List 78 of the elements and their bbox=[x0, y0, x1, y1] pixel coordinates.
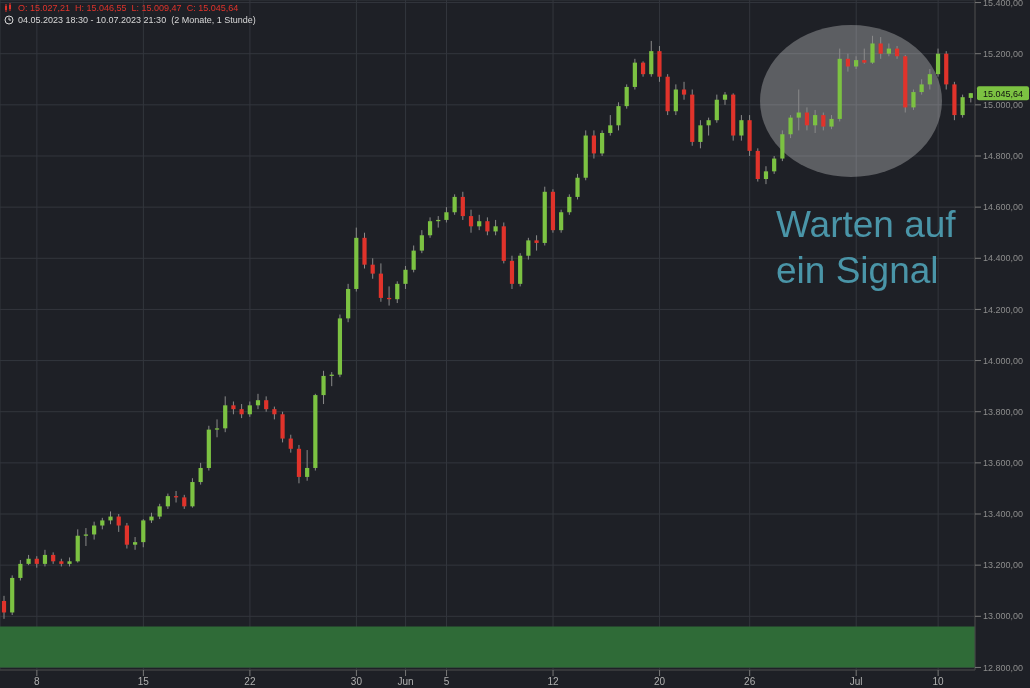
chart-title: O: 15.027,21 H: 15.046,55 L: 15.009,47 C: 15.045,64 bbox=[18, 3, 239, 13]
y-tick-label: 14.000,00 bbox=[983, 355, 1024, 366]
candlestick bbox=[591, 129, 597, 160]
y-tick-label: 14.800,00 bbox=[983, 151, 1024, 162]
candlestick bbox=[722, 91, 728, 106]
candlestick bbox=[649, 40, 654, 78]
candlestick bbox=[452, 193, 457, 216]
candlestick bbox=[673, 83, 678, 116]
candlestick bbox=[796, 89, 801, 131]
candlestick bbox=[395, 280, 400, 304]
y-tick-label: 15.200,00 bbox=[983, 48, 1024, 59]
candlestick bbox=[370, 257, 375, 280]
candlestick bbox=[509, 255, 515, 290]
x-tick-label: 26 bbox=[744, 676, 756, 688]
x-tick-label: 20 bbox=[654, 676, 666, 688]
candlestick bbox=[763, 165, 769, 185]
candlestick bbox=[788, 114, 793, 139]
candlestick bbox=[141, 518, 146, 548]
y-tick-label: 13.800,00 bbox=[983, 406, 1024, 417]
candlestick bbox=[132, 536, 138, 551]
y-tick-label: 15.000,00 bbox=[983, 100, 1024, 111]
candlestick bbox=[886, 42, 891, 57]
x-tick-label: 10 bbox=[932, 676, 945, 688]
candlestick bbox=[616, 101, 621, 131]
candlestick bbox=[198, 462, 203, 486]
candlestick bbox=[1, 595, 7, 620]
y-tick-label: 14.600,00 bbox=[983, 202, 1024, 213]
candlestick bbox=[608, 114, 613, 137]
candlestick bbox=[83, 527, 89, 547]
candlestick bbox=[935, 48, 941, 78]
candlestick bbox=[739, 114, 744, 142]
x-tick-label: 30 bbox=[350, 676, 363, 688]
y-tick-label: 13.200,00 bbox=[983, 560, 1024, 571]
y-tick-label: 13.400,00 bbox=[983, 509, 1024, 520]
x-tick-label: 12 bbox=[547, 676, 560, 688]
candlestick bbox=[460, 191, 465, 221]
candlestick bbox=[813, 109, 818, 134]
candlestick bbox=[124, 522, 129, 550]
candlestick bbox=[960, 94, 965, 119]
candlestick bbox=[927, 68, 932, 90]
y-tick-label: 12.800,00 bbox=[983, 662, 1024, 673]
x-tick-label: 22 bbox=[244, 676, 256, 688]
x-tick-label: Jun bbox=[397, 676, 414, 688]
x-tick-label: Jul bbox=[849, 676, 863, 688]
candlestick bbox=[911, 89, 916, 111]
candlestick bbox=[403, 265, 408, 290]
text: 15.045,64 bbox=[982, 88, 1024, 99]
candlestick bbox=[321, 370, 326, 405]
candlestick bbox=[419, 229, 424, 254]
y-tick-label: 14.200,00 bbox=[983, 304, 1024, 315]
candlestick bbox=[255, 393, 261, 410]
y-tick-label: 13.600,00 bbox=[983, 458, 1024, 469]
candlestick bbox=[567, 193, 572, 216]
annotation: Warten auf ein Signal bbox=[776, 203, 957, 293]
x-tick-label: 8 bbox=[34, 676, 41, 688]
candlestick bbox=[526, 237, 531, 261]
candlestick bbox=[624, 83, 629, 110]
candlestick bbox=[681, 81, 687, 101]
candlestick bbox=[18, 559, 23, 581]
candlestick bbox=[575, 173, 580, 200]
candlestick bbox=[600, 129, 605, 157]
y-tick-label: 14.400,00 bbox=[983, 253, 1024, 264]
y-tick-label: 15.400,00 bbox=[983, 0, 1024, 8]
candlestick bbox=[411, 245, 416, 273]
candlestick bbox=[870, 35, 875, 65]
x-tick-label: 15 bbox=[137, 676, 150, 688]
candlestick bbox=[714, 94, 719, 124]
candlestick bbox=[305, 449, 310, 482]
y-tick-label: 13.000,00 bbox=[983, 611, 1024, 622]
candlestick bbox=[427, 216, 433, 239]
candlestick bbox=[559, 209, 564, 234]
candlestick bbox=[468, 209, 474, 234]
candlestick bbox=[698, 119, 703, 149]
x-tick-label: 5 bbox=[443, 676, 450, 688]
candlestick bbox=[214, 418, 220, 438]
candlestick bbox=[878, 36, 883, 60]
text: 04.05.2023 18:30 - 10.07.2023 21:30 (2 Monate, 1 Stunde) bbox=[18, 15, 256, 25]
candlestick bbox=[223, 395, 228, 433]
